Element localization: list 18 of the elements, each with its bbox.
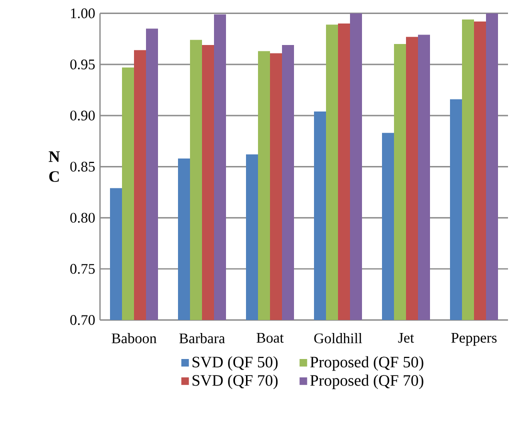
y-tick-label: 1.00 [71, 8, 95, 18]
x-tick-label: Barbara [179, 333, 225, 344]
y-tick-label: 0.90 [70, 110, 95, 121]
x-tick-label: Baboon [112, 333, 157, 344]
y-tick-label: 0.95 [70, 59, 95, 70]
x-tick-label: Peppers [451, 333, 497, 346]
y-tick-label: 0.85 [70, 162, 95, 172]
x-tick-label: Boat [256, 333, 284, 343]
legend-label: SVD (QF 50) [192, 356, 278, 371]
y-tick-label: 0.70 [70, 315, 95, 325]
y-axis-title: N C [48, 151, 60, 182]
y-tick-label: 0.75 [70, 264, 95, 274]
legend-label: Proposed (QF 70) [310, 374, 424, 390]
legend-label: Proposed (QF 50) [310, 356, 424, 371]
x-tick-label: Goldhill [314, 333, 362, 344]
y-tick-label: 0.80 [70, 212, 95, 223]
x-tick-label: Jet [398, 333, 414, 343]
legend-label: SVD (QF 70) [192, 374, 278, 390]
